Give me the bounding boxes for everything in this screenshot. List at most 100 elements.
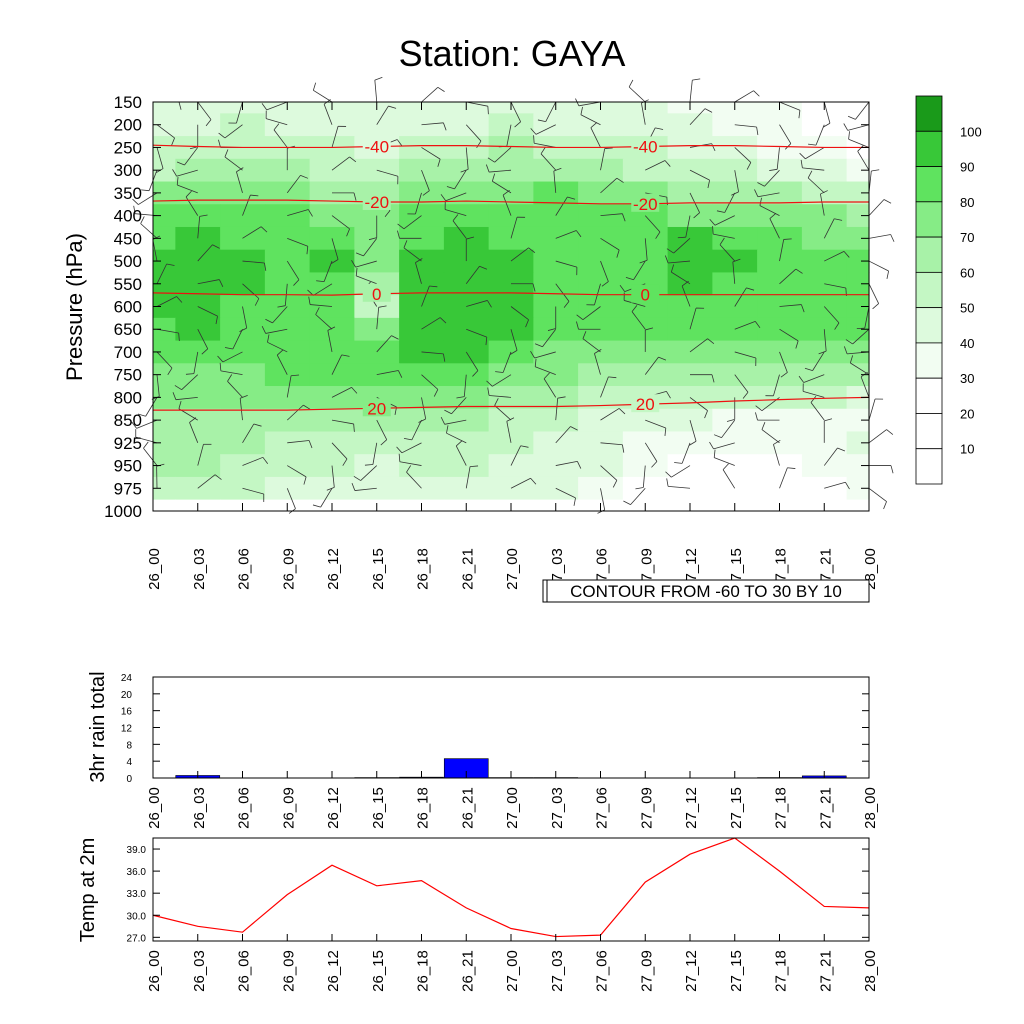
wind-barb-feather xyxy=(472,370,479,377)
temp-axis-label: Temp at 2m xyxy=(77,838,99,942)
wind-barb xyxy=(411,419,422,441)
temp-x-tick-label: 26_12 xyxy=(325,950,342,992)
wind-barb-feather xyxy=(265,318,273,324)
wind-barb xyxy=(600,376,609,398)
wind-barb-feather xyxy=(746,162,752,170)
wind-barb xyxy=(734,170,739,192)
wind-barb xyxy=(555,283,570,302)
wind-barb xyxy=(553,170,557,193)
wind-barb xyxy=(714,457,735,466)
humidity-cell xyxy=(220,204,266,228)
wind-barb-feather xyxy=(704,108,713,113)
wind-barb-feather xyxy=(655,231,661,239)
wind-barb xyxy=(689,338,708,353)
wind-barb-feather xyxy=(594,349,602,354)
humidity-cell xyxy=(264,363,311,387)
wind-barb xyxy=(823,306,840,324)
wind-barb-feather xyxy=(537,119,546,122)
wind-barb-feather xyxy=(759,197,762,206)
wind-barb-feather xyxy=(346,228,350,237)
pressure-axis-label: Pressure (hPa) xyxy=(62,233,87,381)
wind-barb xyxy=(535,124,556,135)
wind-barb-feather xyxy=(576,314,584,321)
colorbar-label: 80 xyxy=(960,195,974,210)
wind-barb-feather xyxy=(713,434,722,439)
humidity-cell xyxy=(264,158,311,183)
wind-barb-feather xyxy=(312,504,321,508)
wind-barb xyxy=(492,180,512,194)
humidity-cell xyxy=(757,386,803,410)
wind-barb xyxy=(421,317,441,330)
wind-barb xyxy=(779,239,785,262)
wind-barb-feather xyxy=(276,349,284,356)
wind-barb xyxy=(582,338,601,353)
humidity-cell xyxy=(153,158,176,183)
wind-barb xyxy=(645,419,666,429)
wind-barb xyxy=(224,124,243,139)
wind-barb-feather xyxy=(753,90,760,97)
wind-barb xyxy=(272,306,288,324)
wind-barb xyxy=(421,285,430,307)
humidity-cell xyxy=(153,249,176,274)
wind-barb-feather xyxy=(801,304,805,313)
rain-y-tick-label: 12 xyxy=(121,724,133,735)
wind-barb xyxy=(242,283,260,299)
wind-barb-feather xyxy=(716,210,725,213)
wind-barb-feather xyxy=(575,230,582,238)
wind-barb-feather xyxy=(664,255,669,264)
wind-barb xyxy=(236,101,243,124)
humidity-cell xyxy=(533,181,579,205)
pressure-tick-label: 350 xyxy=(114,184,142,203)
wind-barb-feather xyxy=(331,259,339,264)
wind-barb-feather xyxy=(807,170,813,179)
wind-barb xyxy=(860,376,870,398)
humidity-cell xyxy=(175,204,221,228)
wind-barb-feather xyxy=(666,478,669,487)
wind-barb xyxy=(761,429,780,444)
wind-barb-feather xyxy=(623,500,631,505)
wind-barb-feather xyxy=(262,457,269,464)
wind-barb-feather xyxy=(674,462,683,464)
rain-x-tick-label: 27_06 xyxy=(594,787,611,829)
colorbar-box xyxy=(915,236,943,273)
humidity-cell xyxy=(399,272,445,296)
wind-barb-feather xyxy=(608,376,617,379)
wind-barb-feather xyxy=(418,418,426,423)
rain-y-tick-label: 20 xyxy=(121,690,133,701)
wind-barb-feather xyxy=(446,425,449,434)
wind-barb xyxy=(779,124,792,144)
wind-barb-feather xyxy=(312,82,317,91)
humidity-cell xyxy=(712,272,758,296)
wind-barb xyxy=(769,218,780,239)
temp-contour-label-bg xyxy=(631,394,660,413)
wind-barb xyxy=(823,218,835,239)
wind-barb-feather xyxy=(871,169,880,172)
wind-barb-feather xyxy=(396,139,403,147)
humidity-cell xyxy=(309,272,355,296)
humidity-cell xyxy=(443,272,490,296)
wind-barb-feather xyxy=(267,334,270,343)
wind-barb xyxy=(286,175,301,194)
wind-barb xyxy=(494,405,512,421)
humidity-cell xyxy=(153,102,176,114)
wind-barb-feather xyxy=(167,367,173,376)
wind-barb xyxy=(714,215,735,226)
wind-barb xyxy=(510,247,529,262)
wind-barb xyxy=(331,238,339,260)
humidity-cell xyxy=(622,113,669,137)
humidity-cell xyxy=(801,454,848,478)
humidity-cell xyxy=(846,476,870,501)
wind-barb xyxy=(641,102,646,125)
wind-barb xyxy=(227,381,243,398)
wind-barb-feather xyxy=(693,212,700,219)
time-tick-label: 27_12 xyxy=(683,548,700,590)
pressure-tick-label: 850 xyxy=(114,411,142,430)
wind-barb xyxy=(197,329,209,350)
wind-barb-feather xyxy=(557,396,566,399)
humidity-cell xyxy=(175,431,221,455)
wind-barb-feather xyxy=(731,191,739,196)
wind-barb xyxy=(600,442,623,446)
wind-barb xyxy=(719,244,736,262)
humidity-cell xyxy=(264,408,311,433)
wind-barb-feather xyxy=(597,509,605,514)
